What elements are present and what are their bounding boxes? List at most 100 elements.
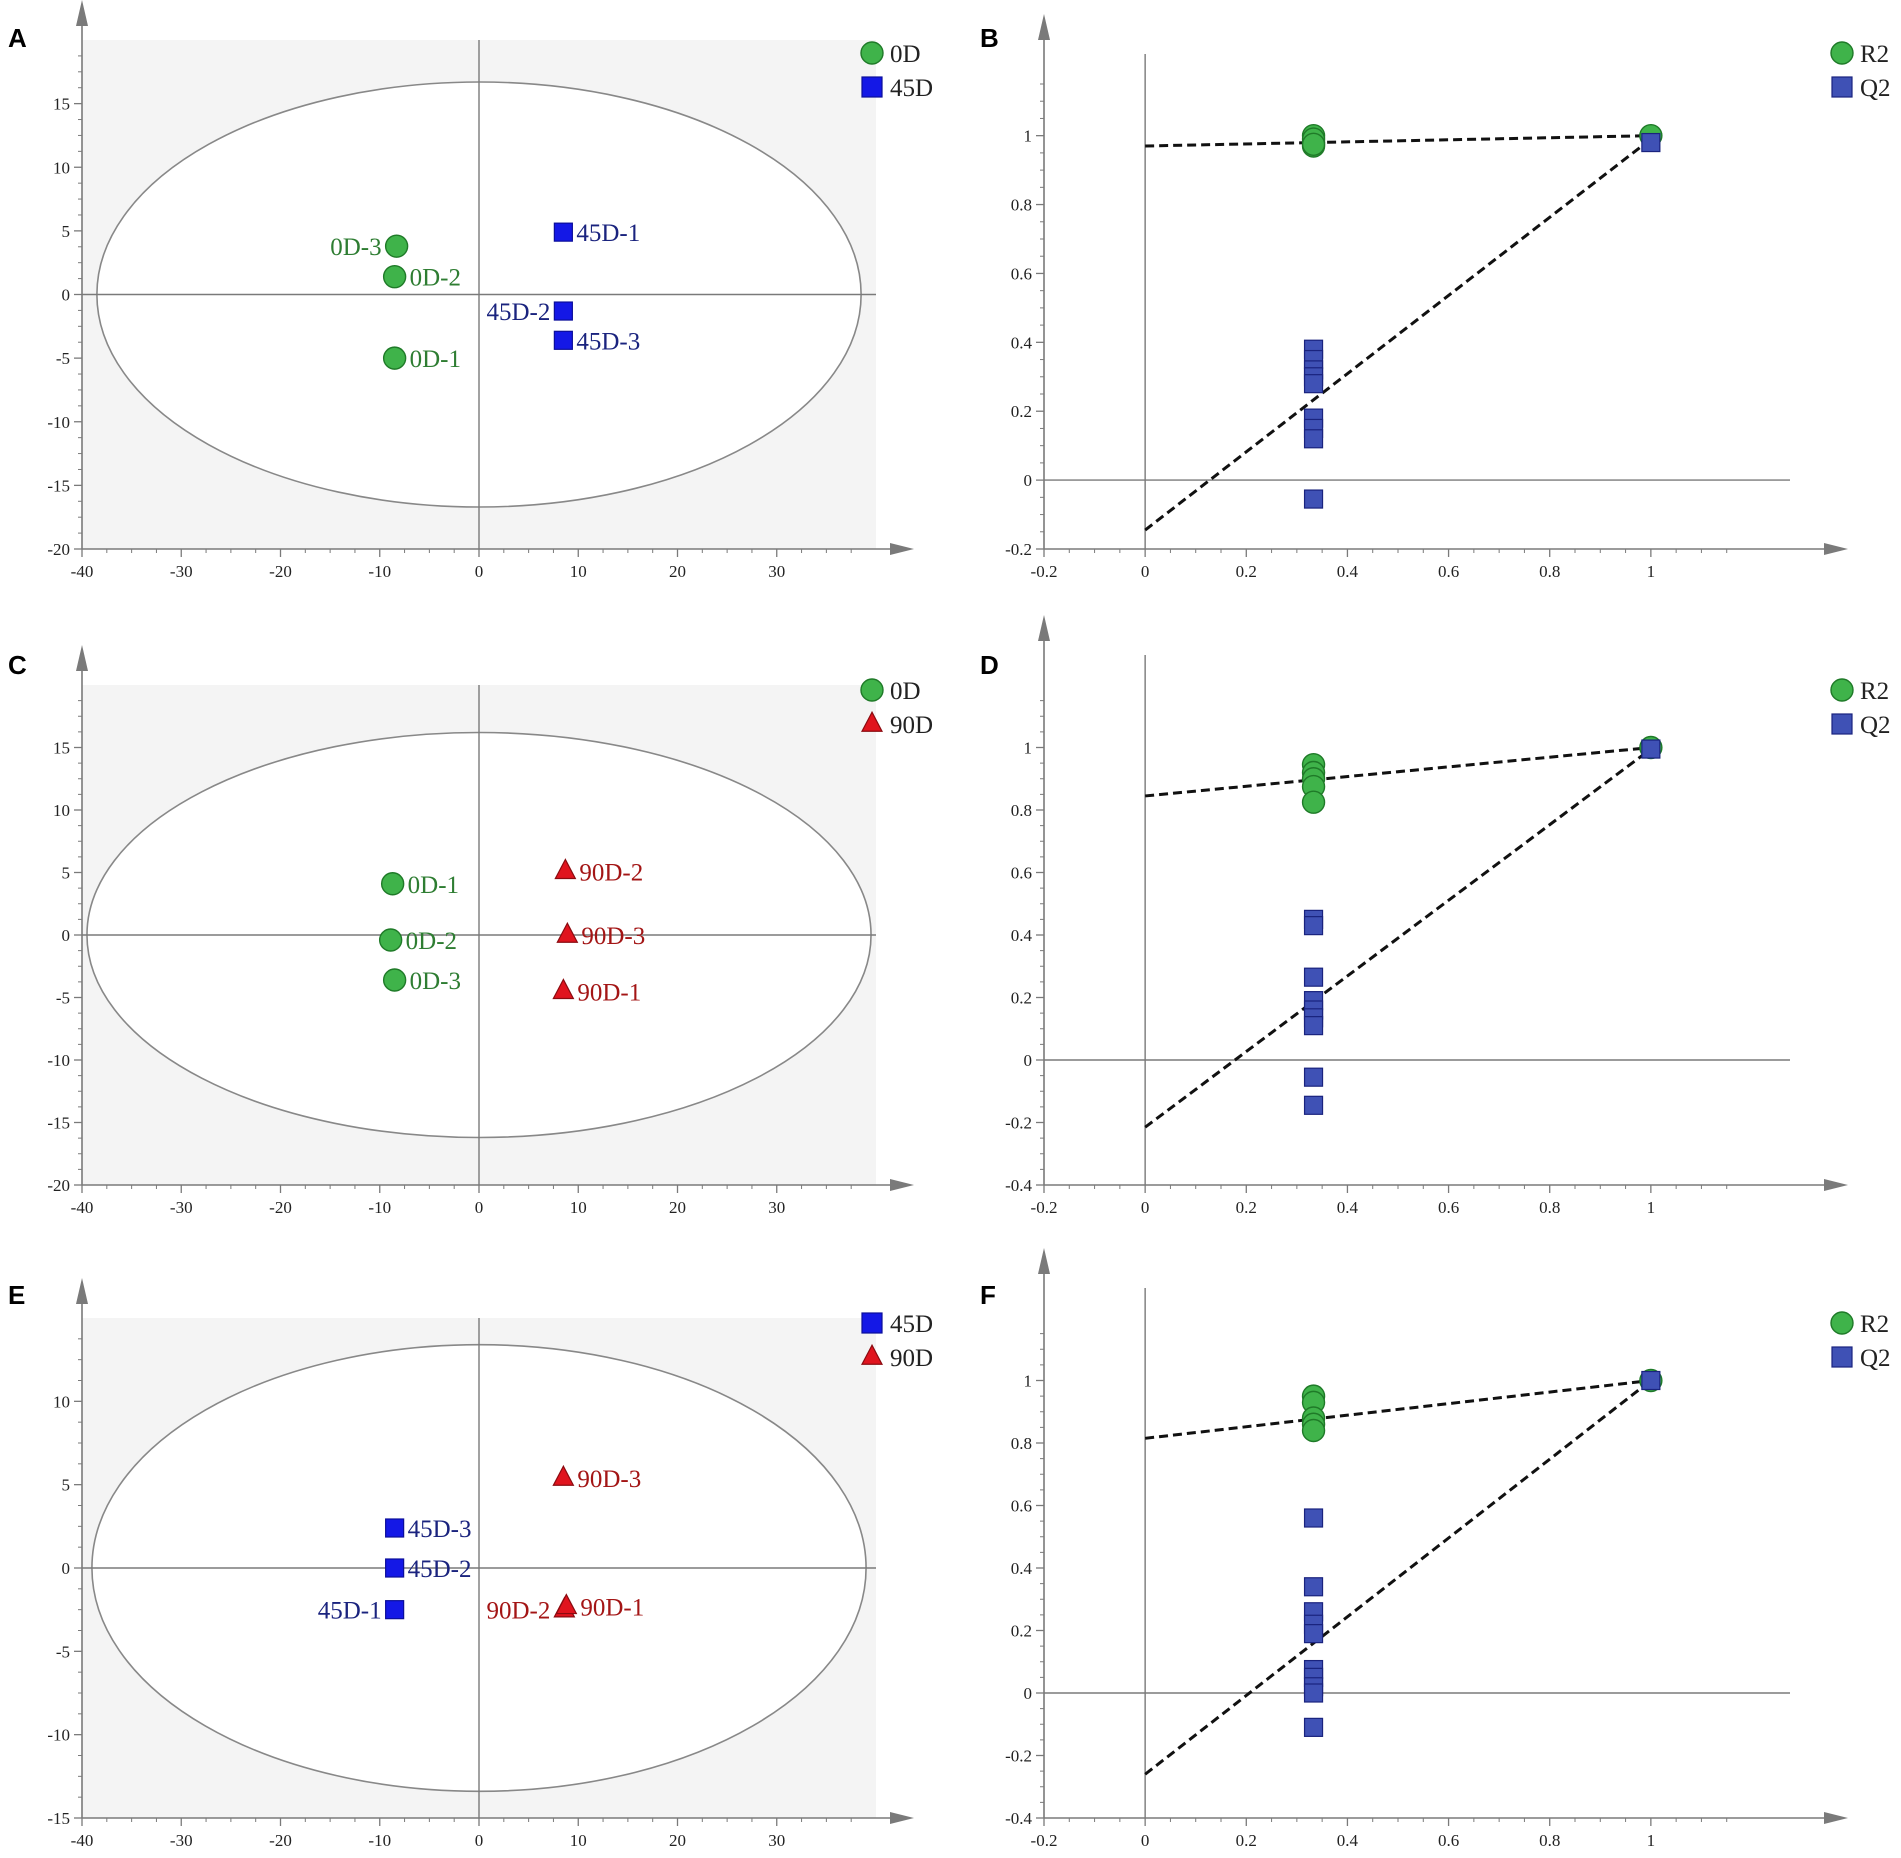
panel-e: E -40 -30 -20 -10 0 10 20 30 -15 -10 -5 0 5 10 45D-3 45D… bbox=[8, 1278, 933, 1850]
y-tick-label: -0.2 bbox=[1005, 540, 1032, 559]
x-tick-label: 0.8 bbox=[1539, 1198, 1560, 1217]
legend-marker-90d bbox=[861, 1343, 883, 1365]
data-point-r2 bbox=[1301, 790, 1326, 814]
x-axis-arrow bbox=[1824, 543, 1848, 555]
y-tick-label: 0.6 bbox=[1011, 264, 1032, 283]
point-label: 90D-1 bbox=[577, 979, 641, 1006]
x-tick-label: -20 bbox=[269, 1198, 292, 1217]
legend-marker-r2 bbox=[1830, 678, 1854, 702]
y-tick-label: 0 bbox=[62, 926, 71, 945]
point-label: 0D-2 bbox=[406, 928, 457, 955]
point-label: 90D-2 bbox=[486, 1598, 550, 1625]
data-point-45d-2 bbox=[553, 301, 573, 321]
y-tick-label: 10 bbox=[53, 801, 70, 820]
point-label: 45D-1 bbox=[576, 220, 640, 247]
x-tick-label: 20 bbox=[669, 562, 686, 581]
x-tick-label: 1 bbox=[1647, 1198, 1656, 1217]
x-tick-label: 0 bbox=[1141, 562, 1150, 581]
data-point-45d-1 bbox=[553, 222, 573, 242]
data-point-r2 bbox=[1301, 132, 1326, 156]
x-axis-arrow bbox=[890, 543, 914, 555]
data-point-q2 bbox=[1303, 429, 1324, 449]
legend-marker-0d bbox=[860, 678, 884, 702]
x-tick-label: -40 bbox=[71, 1198, 94, 1217]
x-tick-label: 30 bbox=[768, 1831, 785, 1850]
legend-label: 45D bbox=[890, 1311, 933, 1338]
y-tick-label: -5 bbox=[56, 349, 70, 368]
x-tick-label: 0 bbox=[1141, 1831, 1150, 1850]
y-axis-arrow bbox=[76, 0, 88, 26]
data-point-0d-2 bbox=[382, 264, 407, 289]
x-tick-label: -40 bbox=[71, 562, 94, 581]
y-axis-arrow bbox=[76, 645, 88, 671]
panel-d: D -0.2 0 0.2 0.4 0.6 0.8 1 -0.4 -0.2 0 0.2 0.4 0.6 0.8… bbox=[980, 615, 1891, 1217]
data-point-q2 bbox=[1303, 1016, 1324, 1036]
x-tick-label: 10 bbox=[570, 562, 587, 581]
x-tick-label: -10 bbox=[368, 1198, 391, 1217]
legend-label: 90D bbox=[890, 712, 933, 739]
x-tick-label: -20 bbox=[269, 1831, 292, 1850]
x-tick-label: 0 bbox=[475, 1198, 484, 1217]
x-tick-label: 20 bbox=[669, 1831, 686, 1850]
panel-letter: C bbox=[8, 650, 27, 680]
y-tick-label: -20 bbox=[47, 540, 70, 559]
y-tick-label: 0.4 bbox=[1011, 926, 1033, 945]
y-tick-label: -0.4 bbox=[1005, 1809, 1032, 1828]
data-point-0d-1 bbox=[382, 346, 407, 370]
data-point-q2 bbox=[1303, 1717, 1324, 1737]
regression-line-r2 bbox=[1145, 134, 1651, 148]
y-tick-label: 0.6 bbox=[1011, 864, 1032, 883]
x-axis-arrow bbox=[890, 1812, 914, 1824]
y-axis-arrow bbox=[1038, 615, 1050, 641]
data-point-0d-3 bbox=[384, 234, 409, 258]
legend-marker-q2 bbox=[1831, 713, 1853, 735]
panel-letter: F bbox=[980, 1280, 996, 1310]
y-tick-label: -0.4 bbox=[1005, 1176, 1032, 1195]
y-tick-label: 0 bbox=[62, 286, 71, 305]
x-tick-label: 0.2 bbox=[1236, 1198, 1257, 1217]
data-point-q2 bbox=[1641, 132, 1661, 153]
y-tick-label: -15 bbox=[47, 476, 70, 495]
y-tick-label: -0.2 bbox=[1005, 1114, 1032, 1133]
legend-label: 45D bbox=[890, 75, 933, 102]
y-tick-label: 10 bbox=[53, 1392, 70, 1411]
x-tick-label: 0.6 bbox=[1438, 1198, 1459, 1217]
data-point-q2 bbox=[1303, 1577, 1324, 1597]
x-tick-label: -0.2 bbox=[1031, 562, 1058, 581]
data-point-q2 bbox=[1303, 374, 1324, 394]
y-tick-label: 10 bbox=[53, 158, 70, 177]
point-label: 90D-2 bbox=[579, 859, 643, 886]
x-tick-label: -30 bbox=[170, 562, 193, 581]
point-label: 0D-1 bbox=[410, 346, 461, 373]
x-tick-label: 10 bbox=[570, 1198, 587, 1217]
data-point-45d-3 bbox=[385, 1518, 405, 1538]
x-axis-arrow bbox=[1824, 1812, 1848, 1824]
x-tick-label: 0.2 bbox=[1236, 1831, 1257, 1850]
legend-label: Q2 bbox=[1860, 1345, 1891, 1372]
panel-letter: B bbox=[980, 23, 999, 53]
y-tick-label: 1 bbox=[1024, 1372, 1033, 1391]
y-tick-label: 0 bbox=[62, 1559, 71, 1578]
x-tick-label: -0.2 bbox=[1031, 1831, 1058, 1850]
x-tick-label: 0 bbox=[1141, 1198, 1150, 1217]
x-tick-label: 0.2 bbox=[1236, 562, 1257, 581]
point-label: 90D-1 bbox=[580, 1594, 644, 1621]
y-tick-label: -10 bbox=[47, 1051, 70, 1070]
y-tick-label: -10 bbox=[47, 1726, 70, 1745]
y-tick-label: 0.8 bbox=[1011, 801, 1032, 820]
data-point-q2 bbox=[1303, 1683, 1324, 1703]
y-tick-label: 0 bbox=[1024, 1684, 1033, 1703]
legend-label: 0D bbox=[890, 678, 921, 705]
legend-marker-q2 bbox=[1831, 1346, 1853, 1368]
point-label: 45D-2 bbox=[486, 299, 550, 326]
data-point-90d-3 bbox=[556, 921, 579, 943]
legend-marker-45d bbox=[861, 76, 883, 98]
data-point-q2 bbox=[1303, 1508, 1324, 1528]
legend-marker-r2 bbox=[1830, 41, 1854, 65]
regression-line-q2 bbox=[1144, 747, 1652, 1129]
legend-label: Q2 bbox=[1860, 712, 1891, 739]
y-tick-label: 15 bbox=[53, 95, 70, 114]
x-tick-label: 0 bbox=[475, 562, 484, 581]
x-tick-label: 0.6 bbox=[1438, 562, 1459, 581]
